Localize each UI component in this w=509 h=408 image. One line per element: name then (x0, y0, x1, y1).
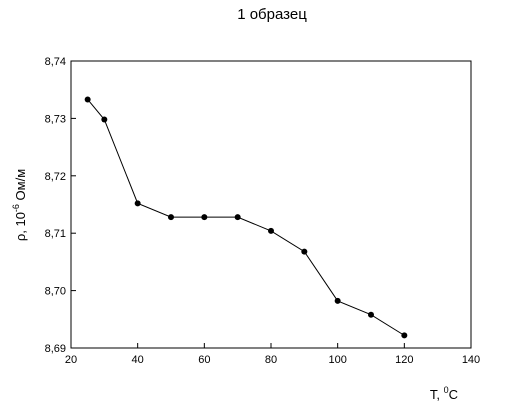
data-point (401, 332, 408, 339)
y-tick-label: 8,74 (45, 56, 66, 68)
y-tick-label: 8,69 (45, 343, 66, 355)
x-tick-label: 20 (65, 354, 77, 366)
x-tick-label: 40 (132, 354, 144, 366)
series-line (87, 99, 405, 336)
y-axis-ticks: 8,69 8,70 8,71 8,72 8,73 8,74 (45, 56, 76, 355)
y-tick-label: 8,72 (45, 171, 66, 183)
x-axis-label-exponent: 0 (444, 385, 449, 395)
y-tick-label: 8,70 (45, 286, 66, 298)
x-tick-label: 60 (198, 354, 210, 366)
data-point (101, 116, 108, 123)
data-point (301, 248, 308, 255)
data-point (334, 297, 341, 304)
x-tick-label: 120 (395, 354, 413, 366)
y-tick-label: 8,71 (45, 228, 66, 240)
y-axis-label-prefix: ρ, 10 (13, 212, 28, 241)
x-axis-ticks: 20 40 60 80 100 120 140 (65, 343, 480, 366)
x-axis-label-prefix: T, (430, 387, 444, 402)
y-axis-label-suffix: Ом/м (13, 169, 28, 204)
plot-area-frame (70, 60, 472, 349)
data-point (368, 311, 374, 318)
data-point (201, 214, 208, 221)
y-tick-label: 8,73 (45, 113, 66, 125)
x-tick-label: 100 (328, 354, 346, 366)
data-point (168, 214, 174, 221)
y-axis-label: ρ, 10-6 Ом/м (11, 169, 28, 241)
y-axis-label-exponent: -6 (11, 204, 21, 212)
data-point (234, 214, 241, 221)
data-point (268, 227, 274, 234)
x-axis-label-suffix: C (449, 387, 458, 402)
series-points (84, 96, 408, 339)
x-axis-label: T, 0C (430, 385, 458, 402)
data-point (134, 200, 141, 207)
data-point (84, 96, 91, 103)
x-tick-label: 140 (462, 354, 480, 366)
chart-title: 1 образец (237, 6, 307, 23)
series-line-group (87, 99, 405, 336)
x-tick-label: 80 (265, 354, 277, 366)
